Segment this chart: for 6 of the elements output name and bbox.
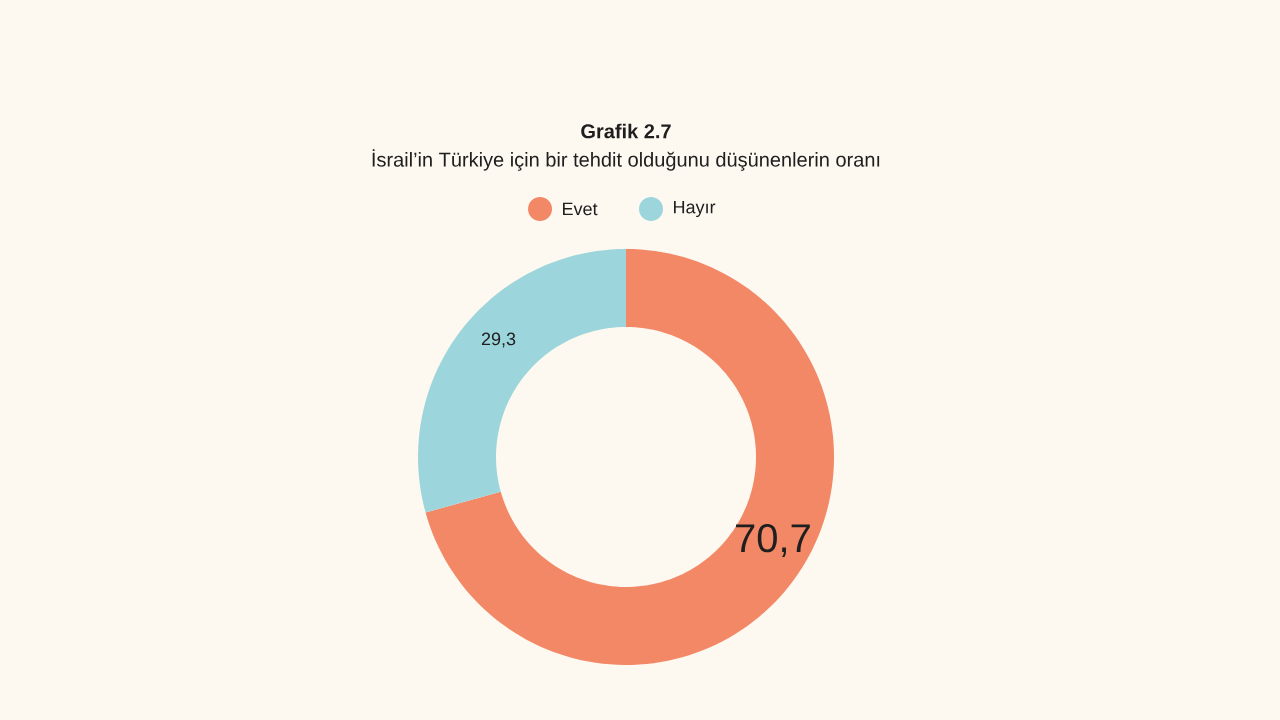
chart-title: Grafik 2.7: [581, 123, 671, 139]
data-label: 70,7: [736, 523, 810, 557]
legend-label: Hayır: [674, 200, 716, 218]
data-label: 29,3: [481, 332, 516, 348]
chart-subtitle: İsrail’in Türkiye için bir tehdit olduğunu düşünenlerin oranı: [372, 149, 880, 171]
legend-label: Evet: [563, 202, 598, 216]
